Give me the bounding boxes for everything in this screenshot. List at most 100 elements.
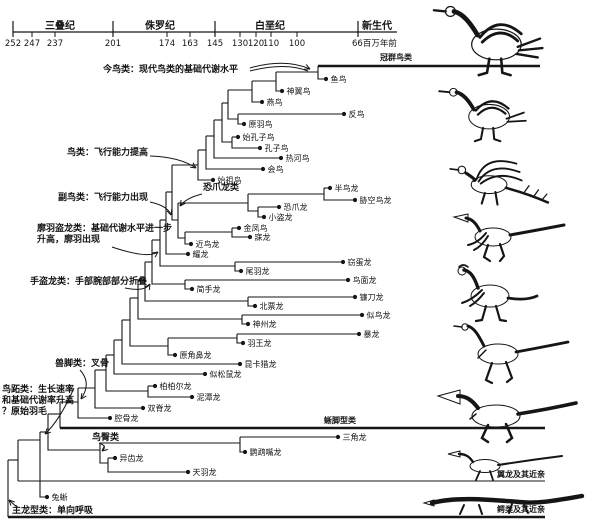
taxon-node	[185, 251, 191, 257]
arrowhead	[170, 208, 173, 216]
taxon-label: 热河鸟	[286, 153, 310, 163]
tree-edge	[184, 280, 192, 290]
tree-edge	[231, 137, 260, 149]
taxon-label: 尾羽龙	[246, 266, 270, 276]
taxon-label: 鸟面龙	[353, 275, 377, 285]
tree-edge	[275, 72, 282, 92]
timeline-period-label: 白垩纪	[255, 19, 285, 32]
timeline-tick-label: 145	[207, 39, 223, 49]
archaeopteryx-skeleton	[449, 160, 550, 206]
arrowhead	[144, 283, 151, 288]
taxon-node	[189, 394, 195, 400]
arrowhead	[101, 445, 105, 452]
timeline-tick-label: 130	[232, 39, 248, 49]
taxon-node	[107, 415, 113, 421]
taxon-node	[352, 197, 358, 203]
tree-edge	[251, 81, 262, 103]
arrowhead	[44, 431, 51, 435]
taxon-label: 鱼鸟	[331, 74, 347, 84]
tree-edge	[39, 432, 47, 498]
taxon-node	[241, 121, 247, 127]
tree-edge	[147, 386, 192, 398]
taxon-label: 半鸟龙	[335, 183, 359, 193]
tree-edge	[177, 203, 185, 239]
taxon-node	[327, 185, 333, 191]
tree-edge	[227, 90, 238, 120]
timeline-tick-label: 174	[159, 39, 175, 49]
tree-edge	[247, 297, 255, 307]
clade-branch-label: 翼龙及其近亲	[496, 469, 545, 479]
clade-annotation-ornithuromorpha: 今鸟类：现代鸟类的基础代谢水平	[102, 63, 238, 75]
tree-edge	[165, 192, 188, 255]
timeline-period-label: 侏罗纪	[145, 19, 175, 32]
taxon-label: 腔骨龙	[115, 413, 139, 423]
tree-edge	[144, 262, 248, 302]
taxon-label: 始祖鸟	[218, 175, 242, 185]
crocodylomorph-skeleton	[422, 493, 585, 515]
taxon-label: 小盗龙	[269, 212, 293, 222]
taxon-node	[172, 352, 178, 358]
arrowhead	[192, 162, 197, 169]
taxon-label: 天羽龙	[193, 467, 217, 477]
arrowhead	[8, 499, 15, 503]
taxon-node	[340, 259, 346, 265]
taxon-node	[341, 111, 347, 117]
taxon-node	[359, 312, 365, 318]
tree-edge	[77, 388, 110, 419]
annotation-arrow	[111, 246, 159, 256]
taxon-node	[202, 371, 208, 377]
clade-branch-label: 鳄类及其近亲	[497, 504, 545, 514]
basal-dinosauromorph-skeleton	[447, 450, 563, 481]
arrowhead	[101, 449, 108, 452]
arrowhead	[166, 210, 172, 216]
taxon-label: 寐龙	[255, 232, 271, 242]
arrowhead	[44, 428, 48, 435]
taxon-node	[185, 469, 191, 475]
taxon-label: 昆卡猎龙	[245, 359, 277, 369]
clade-annotation-ornithodira: ？原始羽毛	[2, 405, 47, 417]
taxon-label: 燕鸟	[267, 97, 283, 107]
timeline-tick-label: 163	[182, 39, 198, 49]
arrowhead	[179, 202, 186, 207]
tree-edge	[247, 194, 258, 212]
taxon-label: 羽王龙	[248, 338, 272, 348]
taxon-label: 柏柏尔龙	[160, 381, 192, 391]
arrowhead	[154, 251, 159, 258]
taxon-node	[352, 294, 358, 300]
clade-annotation-pennaraptora: 升高，廓羽出现	[37, 233, 100, 245]
timeline-tick-label: 252	[5, 39, 21, 49]
arrowhead	[151, 251, 159, 254]
ornithuromorph-bird-skeleton	[438, 87, 527, 143]
tree-edge	[151, 240, 185, 285]
tree-edge	[94, 370, 143, 409]
taxon-node	[245, 321, 251, 327]
clade-branch-label: 冠群鸟类	[380, 52, 412, 62]
timeline-tick-label: 247	[24, 39, 40, 49]
taxon-node	[260, 166, 266, 172]
tree-edge	[129, 298, 168, 347]
taxon-label: 窃蛋龙	[348, 257, 372, 267]
taxon-label: 简手龙	[197, 284, 221, 294]
tree-edge	[105, 355, 148, 392]
taxon-label: 始孔子鸟	[243, 132, 275, 142]
taxon-label: 似松鼠龙	[210, 369, 242, 379]
clade-annotation-pennaraptora: 廓羽盗龙类：基础代谢水平进一步	[37, 222, 172, 234]
taxon-node	[44, 494, 50, 500]
tree-edge	[317, 66, 326, 80]
arrowhead	[148, 283, 151, 291]
clade-annotation-deinonychosauria: 恐爪龙类	[203, 181, 240, 193]
annotation-arrow	[249, 62, 311, 70]
taxon-label: 双脊龙	[148, 403, 172, 413]
timeline-tick-label: 100	[289, 39, 305, 49]
annotation-arrow	[79, 369, 87, 400]
taxon-label: 暴龙	[364, 329, 380, 339]
taxon-label: 耀龙	[193, 249, 209, 259]
taxon-label: 神州龙	[253, 319, 277, 329]
timeline-tick-label: 110	[263, 39, 279, 49]
tyrannosauroid-skeleton	[436, 389, 578, 444]
clade-annotation-maniraptora: 手盗龙类：手部腕部部分折叠	[30, 275, 147, 287]
tree-edge	[231, 228, 250, 238]
taxon-label: 兔蜥	[52, 492, 68, 502]
tree-edge	[213, 120, 281, 159]
